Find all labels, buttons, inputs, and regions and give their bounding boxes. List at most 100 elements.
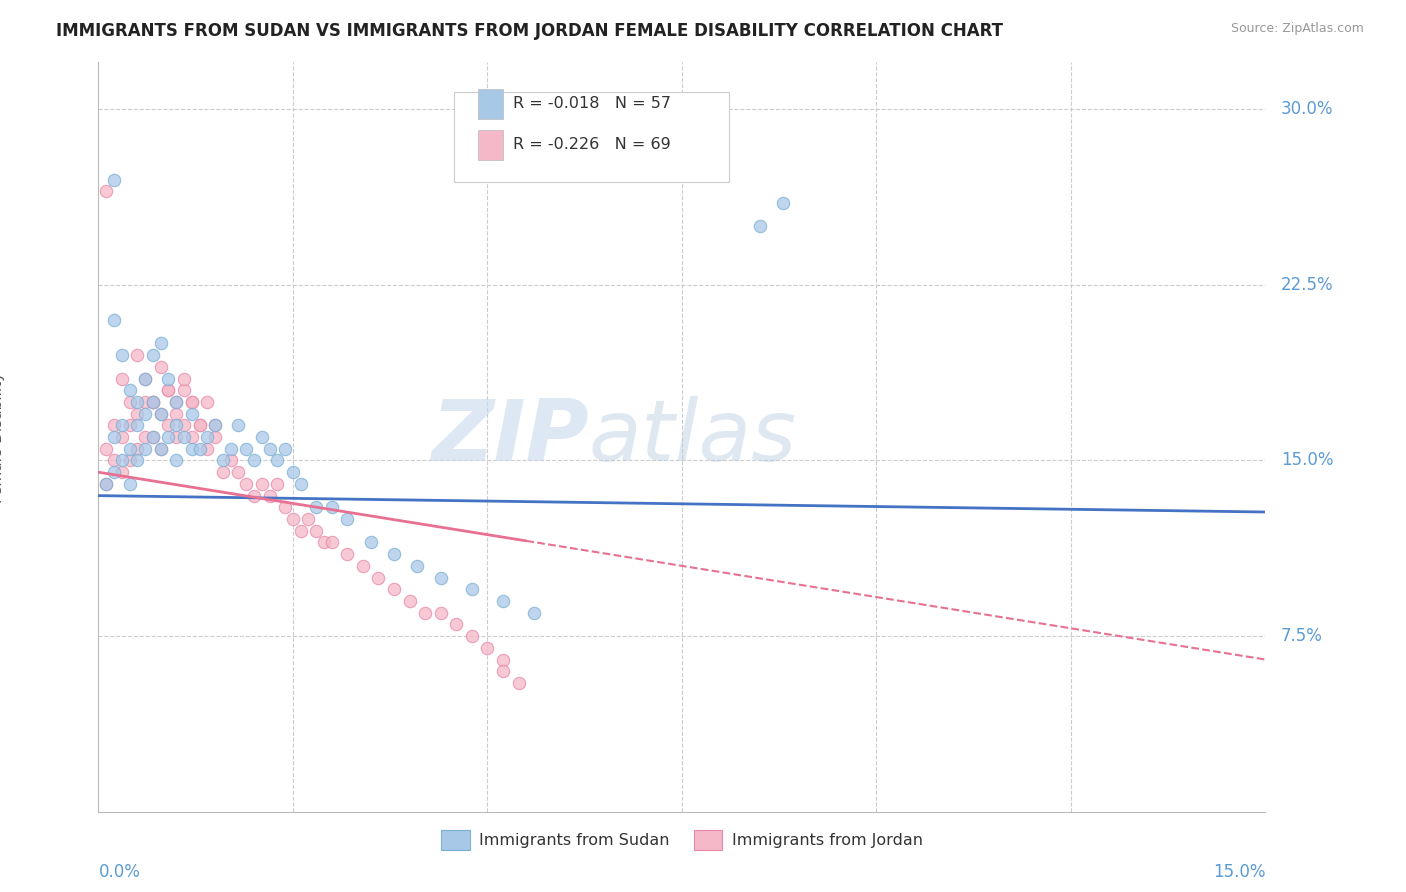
Point xyxy=(772,195,794,210)
Point xyxy=(142,430,165,444)
Point xyxy=(118,418,141,433)
Point xyxy=(243,453,266,467)
Point xyxy=(103,418,125,433)
Point xyxy=(281,465,304,479)
Bar xyxy=(478,88,503,119)
Point xyxy=(492,652,515,666)
Point xyxy=(173,371,195,385)
Point xyxy=(111,371,134,385)
Point xyxy=(352,558,374,573)
Point xyxy=(250,476,273,491)
Point xyxy=(212,453,235,467)
Point xyxy=(165,395,187,409)
Point xyxy=(195,430,218,444)
Text: Female Disability: Female Disability xyxy=(0,371,4,503)
Point xyxy=(118,442,141,456)
Point xyxy=(96,442,118,456)
Point xyxy=(118,476,141,491)
Point xyxy=(748,219,770,234)
Point xyxy=(188,442,211,456)
Text: 15.0%: 15.0% xyxy=(1213,863,1265,881)
Point xyxy=(446,617,468,632)
Point xyxy=(398,594,420,608)
Point xyxy=(305,524,328,538)
Text: R = -0.226   N = 69: R = -0.226 N = 69 xyxy=(513,137,671,153)
Text: IMMIGRANTS FROM SUDAN VS IMMIGRANTS FROM JORDAN FEMALE DISABILITY CORRELATION CH: IMMIGRANTS FROM SUDAN VS IMMIGRANTS FROM… xyxy=(56,22,1004,40)
Point xyxy=(250,430,273,444)
Point xyxy=(165,407,187,421)
Point xyxy=(134,371,156,385)
Point xyxy=(165,395,187,409)
Point xyxy=(508,676,530,690)
Point xyxy=(127,418,149,433)
Bar xyxy=(478,130,503,160)
Text: R = -0.018   N = 57: R = -0.018 N = 57 xyxy=(513,96,671,112)
Point xyxy=(103,313,125,327)
Point xyxy=(274,500,297,515)
Point xyxy=(259,442,281,456)
Point xyxy=(134,442,156,456)
Point xyxy=(235,442,257,456)
Point xyxy=(142,430,165,444)
Point xyxy=(188,418,211,433)
Point xyxy=(165,430,187,444)
Point xyxy=(149,407,172,421)
Text: 22.5%: 22.5% xyxy=(1281,276,1333,293)
Point xyxy=(195,442,218,456)
Point xyxy=(406,558,429,573)
Point xyxy=(157,418,180,433)
Point xyxy=(180,442,202,456)
Text: ZIP: ZIP xyxy=(430,395,589,479)
Point xyxy=(219,453,242,467)
Point xyxy=(204,418,226,433)
Point xyxy=(111,430,134,444)
Point xyxy=(127,407,149,421)
Point xyxy=(149,442,172,456)
Point xyxy=(149,336,172,351)
Point xyxy=(266,476,288,491)
Point xyxy=(336,547,359,561)
Text: atlas: atlas xyxy=(589,395,797,479)
Point xyxy=(180,395,202,409)
Point xyxy=(173,430,195,444)
Point xyxy=(180,407,202,421)
Legend: Immigrants from Sudan, Immigrants from Jordan: Immigrants from Sudan, Immigrants from J… xyxy=(434,824,929,856)
Point xyxy=(134,407,156,421)
Point xyxy=(134,430,156,444)
Point xyxy=(111,453,134,467)
Point xyxy=(103,465,125,479)
Point xyxy=(180,430,202,444)
Text: 7.5%: 7.5% xyxy=(1281,627,1323,645)
Point xyxy=(219,442,242,456)
Point xyxy=(142,395,165,409)
Point xyxy=(157,430,180,444)
Point xyxy=(142,348,165,362)
Point xyxy=(367,571,389,585)
Point xyxy=(103,430,125,444)
Point xyxy=(157,384,180,398)
Point xyxy=(290,476,312,491)
Point xyxy=(127,442,149,456)
Point xyxy=(523,606,546,620)
Text: Source: ZipAtlas.com: Source: ZipAtlas.com xyxy=(1230,22,1364,36)
Point xyxy=(290,524,312,538)
Point xyxy=(477,640,499,655)
Point xyxy=(118,384,141,398)
Point xyxy=(360,535,382,549)
Point xyxy=(157,384,180,398)
Point xyxy=(195,395,218,409)
Point xyxy=(157,371,180,385)
Point xyxy=(149,359,172,374)
Point xyxy=(429,606,451,620)
FancyBboxPatch shape xyxy=(454,93,728,182)
Text: 15.0%: 15.0% xyxy=(1281,451,1333,469)
Point xyxy=(111,348,134,362)
Point xyxy=(127,453,149,467)
Point xyxy=(149,442,172,456)
Point xyxy=(111,465,134,479)
Point xyxy=(111,418,134,433)
Point xyxy=(321,535,343,549)
Point xyxy=(134,395,156,409)
Point xyxy=(103,453,125,467)
Point xyxy=(96,184,118,198)
